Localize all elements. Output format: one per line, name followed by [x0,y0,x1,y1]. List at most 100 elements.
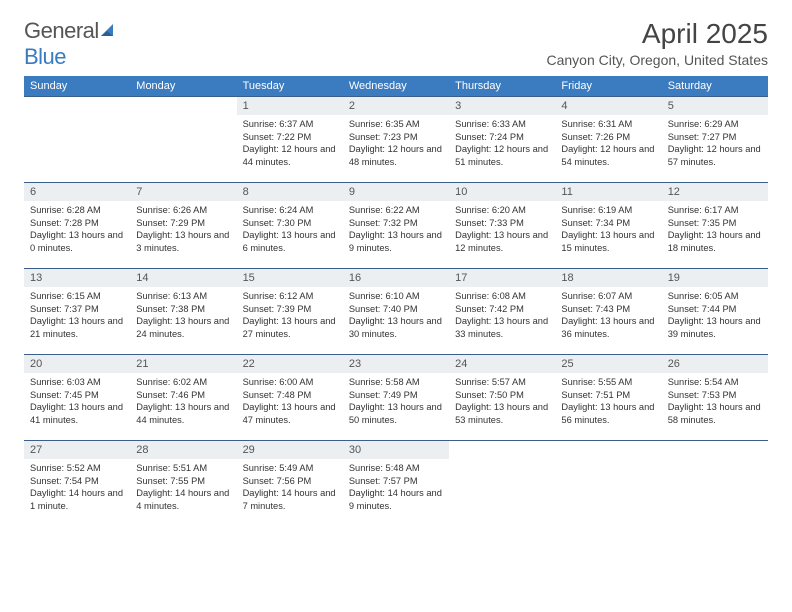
day-detail: Sunrise: 6:31 AMSunset: 7:26 PMDaylight:… [555,115,661,172]
day-number: 7 [130,183,236,201]
day-detail: Sunrise: 5:51 AMSunset: 7:55 PMDaylight:… [130,459,236,516]
day-number: 24 [449,355,555,373]
day-number: 30 [343,441,449,459]
day-number: 4 [555,97,661,115]
weekday-header: Tuesday [237,76,343,97]
calendar-day-cell: 30Sunrise: 5:48 AMSunset: 7:57 PMDayligh… [343,441,449,527]
calendar-week-row: 1Sunrise: 6:37 AMSunset: 7:22 PMDaylight… [24,97,768,183]
brand-word2: Blue [24,44,66,69]
day-detail: Sunrise: 6:07 AMSunset: 7:43 PMDaylight:… [555,287,661,344]
brand-logo: General Blue [24,18,119,70]
day-number: 13 [24,269,130,287]
day-number: 8 [237,183,343,201]
day-detail: Sunrise: 6:03 AMSunset: 7:45 PMDaylight:… [24,373,130,430]
day-number: 19 [662,269,768,287]
calendar-day-cell: 29Sunrise: 5:49 AMSunset: 7:56 PMDayligh… [237,441,343,527]
calendar-day-cell: 17Sunrise: 6:08 AMSunset: 7:42 PMDayligh… [449,269,555,355]
calendar-day-cell: 14Sunrise: 6:13 AMSunset: 7:38 PMDayligh… [130,269,236,355]
calendar-week-row: 27Sunrise: 5:52 AMSunset: 7:54 PMDayligh… [24,441,768,527]
weekday-header-row: SundayMondayTuesdayWednesdayThursdayFrid… [24,76,768,97]
calendar-day-cell: 6Sunrise: 6:28 AMSunset: 7:28 PMDaylight… [24,183,130,269]
day-number: 27 [24,441,130,459]
day-detail: Sunrise: 6:08 AMSunset: 7:42 PMDaylight:… [449,287,555,344]
day-detail: Sunrise: 6:28 AMSunset: 7:28 PMDaylight:… [24,201,130,258]
calendar-day-cell: 10Sunrise: 6:20 AMSunset: 7:33 PMDayligh… [449,183,555,269]
day-number: 2 [343,97,449,115]
day-number: 6 [24,183,130,201]
day-detail: Sunrise: 6:29 AMSunset: 7:27 PMDaylight:… [662,115,768,172]
weekday-header: Friday [555,76,661,97]
day-detail: Sunrise: 6:33 AMSunset: 7:24 PMDaylight:… [449,115,555,172]
location-text: Canyon City, Oregon, United States [546,52,768,68]
weekday-header: Sunday [24,76,130,97]
calendar-week-row: 6Sunrise: 6:28 AMSunset: 7:28 PMDaylight… [24,183,768,269]
weekday-header: Wednesday [343,76,449,97]
day-detail: Sunrise: 6:12 AMSunset: 7:39 PMDaylight:… [237,287,343,344]
calendar-day-cell: 1Sunrise: 6:37 AMSunset: 7:22 PMDaylight… [237,97,343,183]
calendar-day-cell [24,97,130,183]
day-detail: Sunrise: 6:19 AMSunset: 7:34 PMDaylight:… [555,201,661,258]
calendar-day-cell: 11Sunrise: 6:19 AMSunset: 7:34 PMDayligh… [555,183,661,269]
calendar-week-row: 13Sunrise: 6:15 AMSunset: 7:37 PMDayligh… [24,269,768,355]
calendar-week-row: 20Sunrise: 6:03 AMSunset: 7:45 PMDayligh… [24,355,768,441]
day-number: 21 [130,355,236,373]
calendar-day-cell: 21Sunrise: 6:02 AMSunset: 7:46 PMDayligh… [130,355,236,441]
month-title: April 2025 [546,18,768,50]
day-number: 29 [237,441,343,459]
calendar-day-cell: 16Sunrise: 6:10 AMSunset: 7:40 PMDayligh… [343,269,449,355]
day-detail: Sunrise: 5:54 AMSunset: 7:53 PMDaylight:… [662,373,768,430]
calendar-day-cell: 12Sunrise: 6:17 AMSunset: 7:35 PMDayligh… [662,183,768,269]
day-detail: Sunrise: 6:24 AMSunset: 7:30 PMDaylight:… [237,201,343,258]
day-number: 1 [237,97,343,115]
calendar-day-cell: 18Sunrise: 6:07 AMSunset: 7:43 PMDayligh… [555,269,661,355]
day-detail: Sunrise: 6:05 AMSunset: 7:44 PMDaylight:… [662,287,768,344]
calendar-day-cell [662,441,768,527]
calendar-day-cell: 22Sunrise: 6:00 AMSunset: 7:48 PMDayligh… [237,355,343,441]
calendar-day-cell: 5Sunrise: 6:29 AMSunset: 7:27 PMDaylight… [662,97,768,183]
calendar-day-cell: 20Sunrise: 6:03 AMSunset: 7:45 PMDayligh… [24,355,130,441]
calendar-day-cell [130,97,236,183]
day-number: 15 [237,269,343,287]
calendar-day-cell: 4Sunrise: 6:31 AMSunset: 7:26 PMDaylight… [555,97,661,183]
calendar-day-cell: 27Sunrise: 5:52 AMSunset: 7:54 PMDayligh… [24,441,130,527]
calendar-day-cell: 19Sunrise: 6:05 AMSunset: 7:44 PMDayligh… [662,269,768,355]
weekday-header: Thursday [449,76,555,97]
calendar-day-cell: 7Sunrise: 6:26 AMSunset: 7:29 PMDaylight… [130,183,236,269]
day-number: 17 [449,269,555,287]
day-detail: Sunrise: 6:13 AMSunset: 7:38 PMDaylight:… [130,287,236,344]
weekday-header: Saturday [662,76,768,97]
day-number: 20 [24,355,130,373]
day-detail: Sunrise: 6:02 AMSunset: 7:46 PMDaylight:… [130,373,236,430]
calendar-day-cell: 26Sunrise: 5:54 AMSunset: 7:53 PMDayligh… [662,355,768,441]
day-number: 16 [343,269,449,287]
day-detail: Sunrise: 6:37 AMSunset: 7:22 PMDaylight:… [237,115,343,172]
sail-icon [99,18,119,43]
calendar-day-cell: 28Sunrise: 5:51 AMSunset: 7:55 PMDayligh… [130,441,236,527]
calendar-day-cell [449,441,555,527]
calendar-table: SundayMondayTuesdayWednesdayThursdayFrid… [24,76,768,527]
day-number: 5 [662,97,768,115]
day-number: 3 [449,97,555,115]
day-number: 9 [343,183,449,201]
day-detail: Sunrise: 6:15 AMSunset: 7:37 PMDaylight:… [24,287,130,344]
day-detail: Sunrise: 6:10 AMSunset: 7:40 PMDaylight:… [343,287,449,344]
day-detail: Sunrise: 6:26 AMSunset: 7:29 PMDaylight:… [130,201,236,258]
day-detail: Sunrise: 5:55 AMSunset: 7:51 PMDaylight:… [555,373,661,430]
day-detail: Sunrise: 6:17 AMSunset: 7:35 PMDaylight:… [662,201,768,258]
day-number: 22 [237,355,343,373]
day-number: 25 [555,355,661,373]
day-detail: Sunrise: 5:57 AMSunset: 7:50 PMDaylight:… [449,373,555,430]
day-number: 11 [555,183,661,201]
day-detail: Sunrise: 5:48 AMSunset: 7:57 PMDaylight:… [343,459,449,516]
calendar-day-cell: 3Sunrise: 6:33 AMSunset: 7:24 PMDaylight… [449,97,555,183]
calendar-day-cell: 15Sunrise: 6:12 AMSunset: 7:39 PMDayligh… [237,269,343,355]
brand-text: General Blue [24,18,119,70]
calendar-day-cell: 24Sunrise: 5:57 AMSunset: 7:50 PMDayligh… [449,355,555,441]
calendar-day-cell: 25Sunrise: 5:55 AMSunset: 7:51 PMDayligh… [555,355,661,441]
day-detail: Sunrise: 6:22 AMSunset: 7:32 PMDaylight:… [343,201,449,258]
calendar-day-cell: 23Sunrise: 5:58 AMSunset: 7:49 PMDayligh… [343,355,449,441]
calendar-day-cell: 8Sunrise: 6:24 AMSunset: 7:30 PMDaylight… [237,183,343,269]
calendar-day-cell: 13Sunrise: 6:15 AMSunset: 7:37 PMDayligh… [24,269,130,355]
weekday-header: Monday [130,76,236,97]
day-detail: Sunrise: 6:20 AMSunset: 7:33 PMDaylight:… [449,201,555,258]
